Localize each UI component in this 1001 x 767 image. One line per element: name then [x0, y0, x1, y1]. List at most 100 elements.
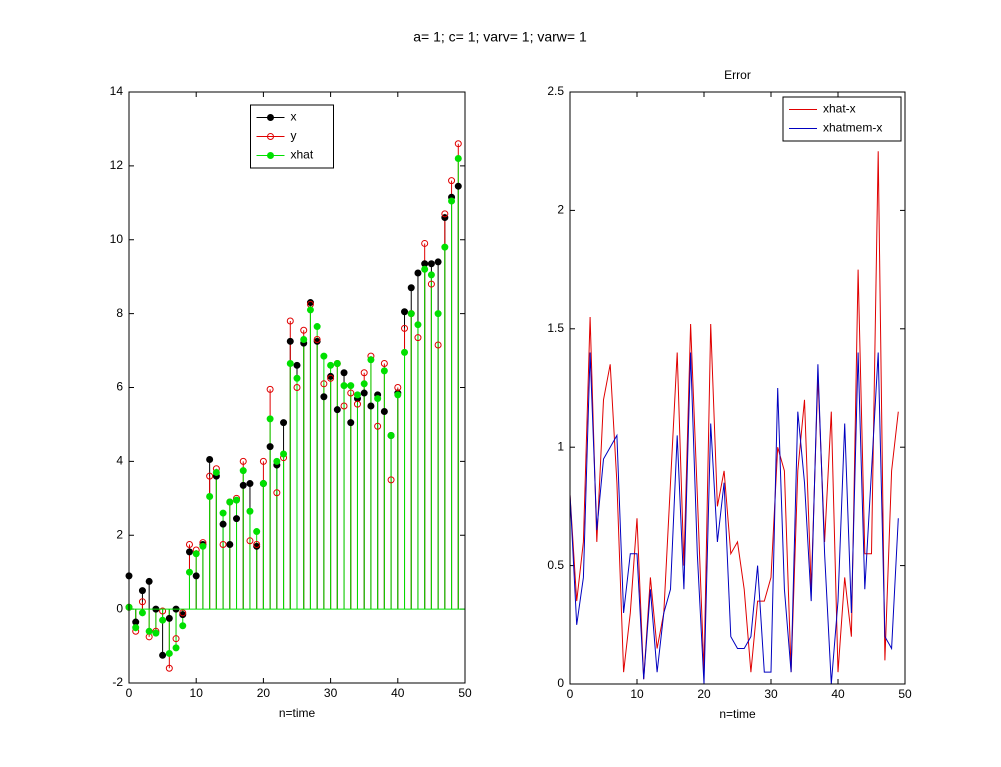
x-tick-label: 50 [458, 686, 472, 700]
stem-marker [414, 334, 422, 342]
stem-marker [206, 456, 214, 464]
x-tick-label: 40 [831, 687, 845, 701]
stem-marker [367, 356, 375, 364]
stem-marker [387, 432, 395, 440]
stem-marker [246, 507, 254, 515]
plot-area [570, 92, 905, 684]
stem-marker [380, 367, 388, 375]
stem-marker [293, 384, 301, 391]
stem-marker [454, 154, 462, 162]
stem-marker [259, 457, 267, 465]
stem-marker [434, 341, 442, 349]
x-tick-label: 40 [391, 686, 405, 700]
stem-marker [448, 177, 456, 185]
stem-marker [286, 337, 294, 345]
x-tick-label: 30 [764, 687, 778, 701]
y-tick-label: 2 [557, 203, 564, 217]
axes-box [128, 91, 466, 684]
stem-marker [333, 406, 341, 414]
stem-marker [320, 380, 328, 388]
stem-marker [360, 380, 368, 388]
stem-marker [145, 627, 153, 635]
legend-label: xhat-x [823, 102, 856, 116]
chart-title: Error [724, 68, 751, 82]
stem-marker [313, 323, 321, 331]
x-tick-label: 30 [324, 686, 338, 700]
stem-marker [367, 402, 375, 410]
stem-marker [387, 476, 395, 484]
stem-marker [434, 258, 442, 266]
stem-marker [327, 372, 335, 380]
stem-marker [259, 480, 267, 488]
stem-marker [306, 299, 314, 307]
stem-marker [138, 609, 146, 617]
stem-marker [239, 481, 247, 489]
x-tick-label: 20 [697, 687, 711, 701]
stem-marker [414, 269, 422, 277]
stem-marker [165, 664, 173, 672]
stem-marker [380, 408, 388, 416]
stem-marker [266, 443, 274, 451]
legend-label: x [291, 110, 297, 124]
x-tick-label: 10 [190, 686, 204, 700]
stem-marker [407, 310, 415, 318]
x-tick-label: 0 [567, 687, 574, 701]
y-tick-label: 0.5 [547, 558, 564, 572]
y-tick-label: 0 [557, 676, 564, 690]
y-tick-label: 1.5 [547, 321, 564, 335]
y-tick-label: 1 [557, 439, 564, 453]
y-tick-label: 4 [116, 454, 123, 468]
stem-marker [233, 515, 241, 523]
stem-marker [421, 265, 429, 273]
stem-marker [192, 572, 200, 580]
stem-marker [300, 326, 308, 334]
stem-marker [347, 389, 355, 397]
legend-marker [267, 114, 274, 121]
legend-label: xhat [291, 148, 314, 162]
stem-marker [165, 649, 173, 657]
stem-marker [340, 402, 348, 410]
stem-marker [159, 616, 167, 624]
stem-marker [454, 140, 462, 148]
stem-marker [132, 624, 140, 632]
figure-title: a= 1; c= 1; varv= 1; varw= 1 [413, 29, 587, 45]
x-tick-label: 20 [257, 686, 271, 700]
stem-marker [300, 335, 308, 343]
x-axis-label: n=time [279, 706, 316, 720]
stem-marker [273, 489, 281, 497]
stem-marker [212, 468, 220, 476]
stem-marker [266, 415, 274, 423]
legend-marker [267, 133, 274, 140]
stem-marker [246, 480, 254, 488]
stem-marker [313, 337, 321, 345]
stem-marker [427, 280, 435, 288]
y-tick-label: 2 [116, 527, 123, 541]
stem-marker [165, 614, 173, 622]
legend-label: xhatmem-x [823, 121, 882, 135]
stem-marker [401, 308, 409, 316]
stem-marker [360, 369, 368, 377]
stem-marker [380, 359, 388, 367]
stem-marker [179, 622, 187, 630]
stem-marker [441, 210, 449, 218]
stem-marker [360, 389, 368, 397]
stem-marker [253, 540, 261, 548]
stem-marker [286, 317, 294, 325]
stem-marker [353, 400, 361, 408]
stem-marker [414, 321, 422, 329]
stem-marker [179, 611, 187, 619]
stem-marker [454, 182, 462, 190]
stem-marker [401, 348, 409, 356]
legend-marker [267, 152, 274, 159]
legend: xhat-x xhatmem-x [782, 96, 902, 142]
x-tick-label: 50 [898, 687, 912, 701]
y-tick-label: -2 [112, 675, 123, 689]
stem-marker [306, 306, 314, 314]
stem-marker [145, 577, 153, 585]
stem-marker [448, 197, 456, 205]
stem-marker [340, 382, 348, 390]
stem-marker [374, 395, 382, 403]
stem-marker [286, 359, 294, 367]
stem-marker [239, 467, 247, 475]
stem-marker [347, 382, 355, 390]
